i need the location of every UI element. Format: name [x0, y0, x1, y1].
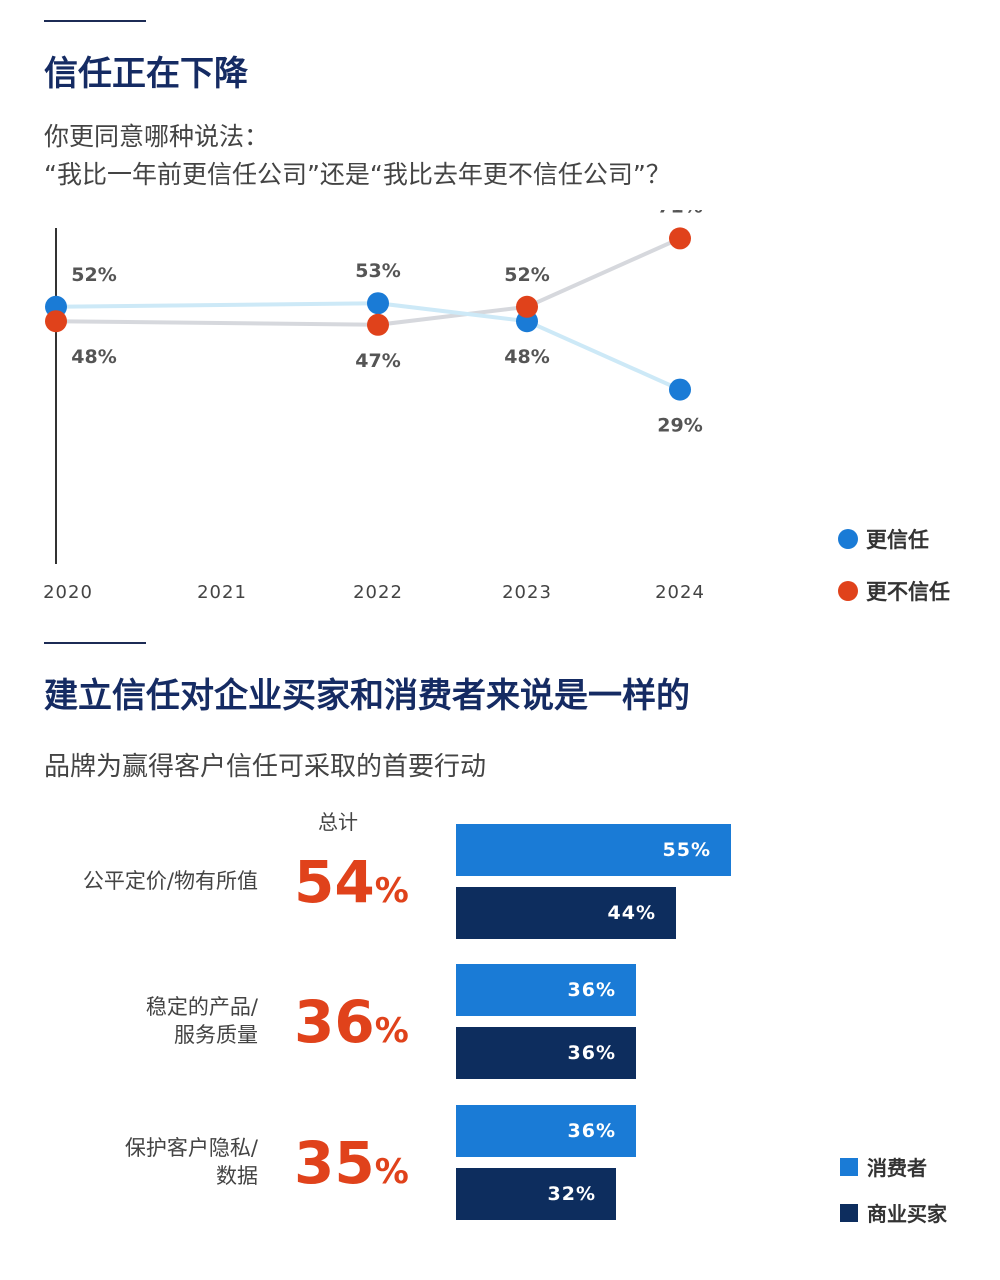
point-1-2022: [367, 313, 389, 336]
legend-business: 商业买家: [840, 1198, 947, 1227]
section2-rule: [44, 642, 146, 644]
total-number: 54: [294, 848, 375, 916]
total-value-1: 36%: [294, 992, 409, 1061]
category-label-line: 保护客户隐私/: [124, 1136, 258, 1160]
total-value-0: 54%: [294, 852, 409, 921]
total-value-2: 35%: [294, 1133, 409, 1202]
legend-more-trust-label: 更信任: [866, 528, 929, 552]
legend-consumer-label: 消费者: [867, 1156, 927, 1180]
legend-less-trust: 更不信任: [838, 576, 950, 606]
data-label-1-2023: 52%: [504, 264, 549, 286]
total-number: 35: [294, 1129, 375, 1197]
category-label-line: 服务质量: [174, 1023, 258, 1047]
x-tick-2020: 2020: [43, 582, 93, 603]
data-label-0-2024: 29%: [657, 415, 702, 437]
category-label-2: 保护客户隐私/数据: [125, 1134, 258, 1190]
x-tick-2021: 2021: [197, 582, 247, 603]
total-number: 36: [294, 988, 375, 1056]
data-label-0-2022: 53%: [355, 260, 400, 282]
point-0-2022: [367, 292, 389, 315]
point-0-2024: [669, 378, 691, 401]
bar-1-1: 36%: [456, 1027, 636, 1079]
x-tick-2024: 2024: [655, 582, 705, 603]
total-unit: %: [374, 1152, 409, 1192]
data-label-1-2024: 71%: [657, 210, 702, 217]
legend-more-trust: 更信任: [838, 524, 929, 554]
category-label-1: 稳定的产品/服务质量: [146, 993, 258, 1049]
legend-less-trust-dot: [838, 581, 858, 601]
section1-rule: [44, 20, 146, 22]
bar-0-2: 36%: [456, 1105, 636, 1157]
total-unit: %: [374, 1011, 409, 1051]
category-label-line: 数据: [216, 1164, 258, 1188]
bar-1-2: 32%: [456, 1168, 616, 1220]
data-label-0-2020: 52%: [71, 264, 116, 286]
series-line-1: [55, 236, 681, 327]
category-label-line: 公平定价/物有所值: [82, 869, 258, 893]
trust-line-chart: 52% 53% 48% 29% 48% 47% 52% 71% 2020 2021 2022 2023…: [43, 210, 705, 603]
question-line1: 你更同意哪种说法：: [44, 122, 270, 151]
category-label-line: 稳定的产品/: [145, 995, 258, 1019]
legend-consumer-swatch: [840, 1157, 858, 1176]
legend-business-label: 商业买家: [867, 1202, 947, 1226]
total-unit: %: [374, 871, 409, 911]
question-line2: “我比一年前更信任公司”还是“我比去年更不信任公司”？: [44, 160, 671, 189]
data-label-1-2022: 47%: [355, 350, 400, 372]
data-label-1-2020: 48%: [71, 346, 116, 368]
category-label-0: 公平定价/物有所值: [83, 867, 258, 895]
x-tick-2022: 2022: [353, 582, 403, 603]
point-1-2023: [516, 295, 538, 318]
point-1-2024: [669, 227, 691, 250]
data-label-0-2023: 48%: [504, 346, 549, 368]
section2-subtitle: 品牌为赢得客户信任可采取的首要行动: [44, 752, 487, 782]
total-header: 总计: [318, 810, 358, 834]
section1-title: 信任正在下降: [44, 54, 248, 94]
point-1-2020: [45, 310, 67, 333]
series-line-0: [55, 301, 681, 392]
section2-title: 建立信任对企业买家和消费者来说是一样的: [44, 676, 690, 716]
bar-1-0: 44%: [456, 887, 676, 939]
x-tick-2023: 2023: [502, 582, 552, 603]
legend-less-trust-label: 更不信任: [866, 580, 950, 604]
bar-0-0: 55%: [456, 824, 731, 876]
legend-business-swatch: [840, 1203, 858, 1222]
legend-consumer: 消费者: [840, 1152, 927, 1181]
legend-more-trust-dot: [838, 529, 858, 549]
bar-0-1: 36%: [456, 964, 636, 1016]
